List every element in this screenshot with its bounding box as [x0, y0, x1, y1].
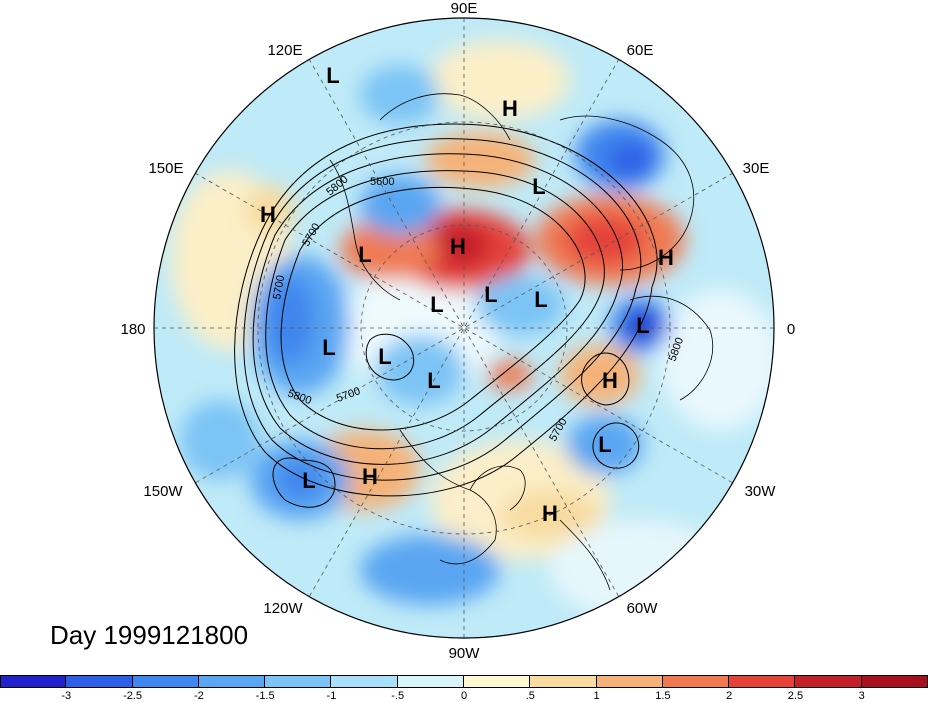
height-contours: [234, 123, 658, 508]
colorbar-tick-label: -2.5: [123, 690, 143, 702]
lon-label-120e: 120E: [267, 42, 302, 59]
colorbar-swatch: [331, 675, 398, 688]
low-marker: L: [358, 242, 371, 267]
high-marker: H: [658, 245, 674, 270]
low-marker: L: [598, 432, 611, 457]
low-marker: L: [430, 292, 443, 317]
colorbar-swatch: [596, 675, 663, 688]
high-marker: H: [542, 501, 558, 526]
high-marker: H: [450, 234, 466, 259]
lon-label-150w: 150W: [143, 483, 183, 500]
low-marker: L: [534, 287, 547, 312]
colorbar-tick-label: -1.5: [255, 690, 275, 702]
high-marker: H: [502, 96, 518, 121]
colorbar-swatch: [0, 675, 67, 688]
low-marker: L: [322, 335, 335, 360]
lon-label-30e: 30E: [743, 160, 770, 177]
colorbar-tick-label: 2: [726, 690, 733, 702]
lon-label-30w: 30W: [745, 483, 777, 500]
colorbar-swatch: [530, 675, 597, 688]
colorbar-swatch: [397, 675, 464, 688]
colorbar-tick-label: 1: [593, 690, 600, 702]
lon-label-180: 180: [120, 321, 145, 338]
colorbar-tick-label: -2: [193, 690, 204, 702]
anomaly-field: [154, 18, 774, 638]
low-marker: L: [326, 63, 339, 88]
low-marker: L: [532, 174, 545, 199]
high-marker: H: [362, 464, 378, 489]
colorbar-swatch: [662, 675, 730, 688]
lon-label-90e: 90E: [451, 0, 478, 17]
colorbar-swatch: [861, 675, 928, 688]
colorbar-tick-label: -.5: [391, 690, 405, 702]
lon-label-120w: 120W: [263, 600, 303, 617]
colorbar-swatch: [265, 675, 332, 688]
lon-label-60e: 60E: [627, 42, 654, 59]
lon-label-150e: 150E: [148, 160, 183, 177]
low-marker: L: [636, 313, 649, 338]
colorbar-tick-label: .5: [525, 690, 535, 702]
low-marker: L: [427, 368, 440, 393]
longitude-labels: 90E 60E 30E 0 30W 60W 90W 120W 150W 180 …: [120, 0, 795, 662]
polar-map: 90E 60E 30E 0 30W 60W 90W 120W 150W 180 …: [120, 0, 795, 662]
lon-label-60w: 60W: [627, 600, 659, 617]
high-marker: H: [260, 202, 276, 227]
map-boundary: [153, 17, 775, 639]
coastlines: [329, 93, 714, 591]
colorbar-tick-label: -3: [61, 690, 72, 702]
colorbar-swatch: [198, 675, 266, 688]
colorbar-swatch: [795, 675, 862, 688]
colorbar-swatch: [132, 675, 199, 688]
colorbar-swatch: [464, 675, 531, 688]
lon-label-90w: 90W: [449, 645, 481, 662]
contour-label: 5700: [271, 274, 287, 300]
day-title: Day 1999121800: [50, 620, 249, 650]
colorbar-swatch: [729, 675, 796, 688]
low-marker: L: [484, 282, 497, 307]
colorbar: -3 -2.5 -2 -1.5 -1 -.5 0 .5 1 1.5 2 2.5 3: [0, 675, 928, 702]
pressure-markers: H H H H H H H L L L L L L L L L L L L: [260, 63, 674, 526]
lon-label-0: 0: [787, 321, 795, 338]
low-marker: L: [302, 468, 315, 493]
colorbar-tick-label: 1.5: [655, 690, 671, 702]
graticule: [154, 18, 774, 638]
colorbar-tick-label: -1: [326, 690, 337, 702]
contour-label: 5600: [370, 176, 394, 188]
colorbar-tick-label: 0: [460, 690, 468, 702]
colorbar-tick-label: 3: [858, 690, 865, 702]
low-marker: L: [378, 344, 391, 369]
colorbar-tick-label: 2.5: [787, 690, 804, 702]
high-marker: H: [602, 368, 618, 393]
colorbar-swatch: [66, 675, 133, 688]
